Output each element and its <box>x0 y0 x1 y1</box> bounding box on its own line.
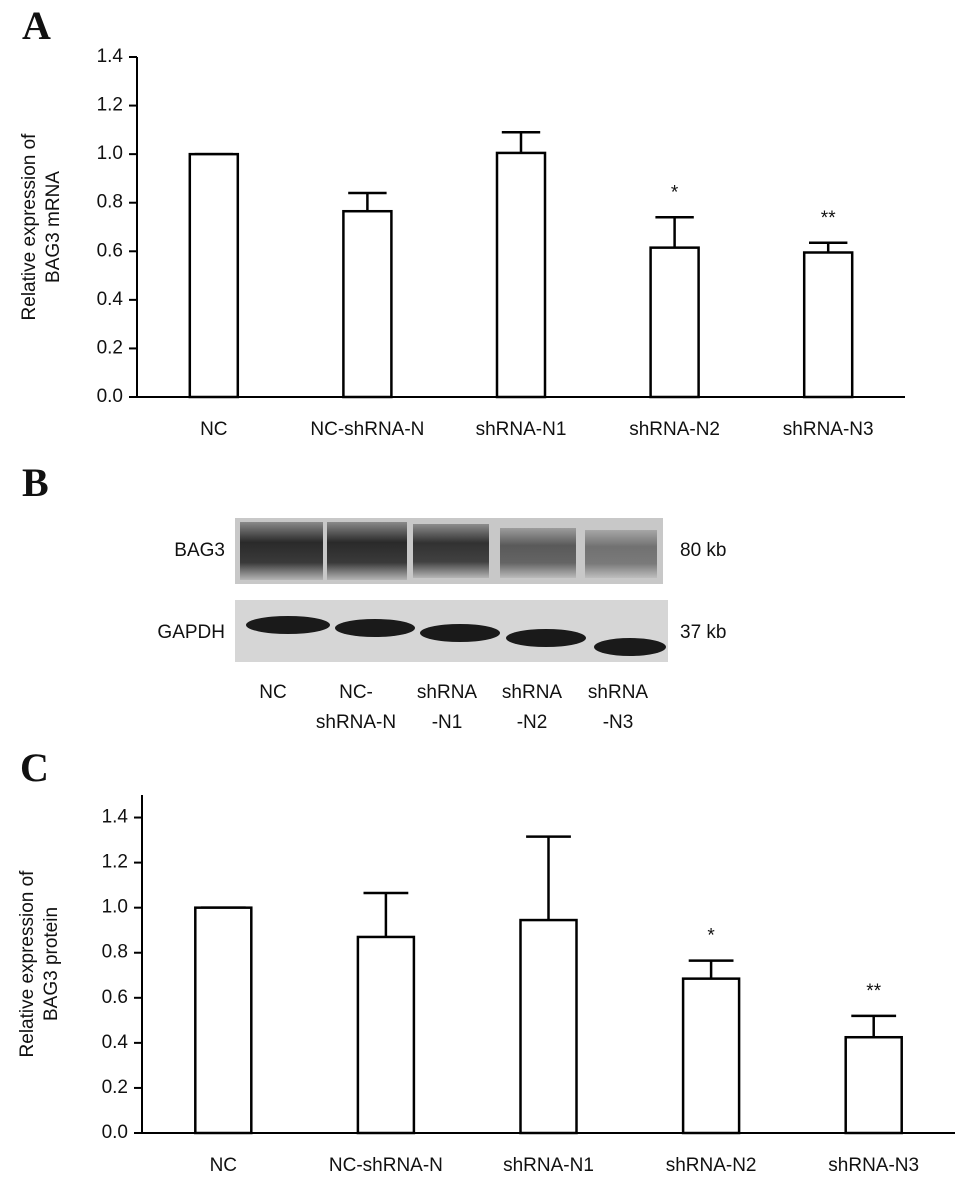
blot-band <box>594 638 666 656</box>
y-tick-label: 1.0 <box>102 897 128 918</box>
bar <box>681 977 741 1135</box>
blot-band <box>246 616 330 634</box>
blot-band <box>335 619 415 637</box>
y-axis-label: Relative expression of <box>19 133 40 321</box>
blot-band <box>240 522 323 580</box>
y-tick-label: 0.2 <box>102 1077 128 1098</box>
bar <box>495 151 547 399</box>
y-tick-label: 0.8 <box>102 942 128 963</box>
lane-label: -N3 <box>603 712 634 733</box>
x-tick-label: shRNA-N3 <box>783 419 874 440</box>
bar <box>844 1035 903 1135</box>
protein-label: BAG3 <box>174 540 225 561</box>
y-tick-label: 1.4 <box>102 807 129 828</box>
bar <box>188 152 240 399</box>
lane-label: shRNA <box>417 682 478 703</box>
y-tick-label: 0.2 <box>97 337 123 358</box>
significance: * <box>707 926 715 947</box>
significance: * <box>671 182 679 203</box>
significance: ** <box>866 981 881 1002</box>
bar <box>356 935 416 1135</box>
x-tick-label: shRNA-N1 <box>503 1155 594 1176</box>
bar <box>802 251 854 399</box>
lane-label: -N2 <box>517 712 548 733</box>
blot-band <box>585 530 657 578</box>
x-tick-label: NC <box>200 419 227 440</box>
size-label: 80 kb <box>680 540 726 561</box>
y-tick-label: 1.0 <box>97 143 123 164</box>
x-tick-label: shRNA-N1 <box>476 419 567 440</box>
y-tick-label: 0.6 <box>97 240 123 261</box>
lane-label: shRNA <box>588 682 649 703</box>
y-axis-label: BAG3 mRNA <box>43 171 64 283</box>
blot-band <box>500 528 576 578</box>
panel-label: A <box>22 3 51 48</box>
protein-label: GAPDH <box>157 622 225 643</box>
x-tick-label: shRNA-N3 <box>828 1155 919 1176</box>
panel-label: B <box>22 460 49 505</box>
y-tick-label: 0.0 <box>102 1122 128 1143</box>
lane-label: NC <box>259 682 286 703</box>
lane-label: shRNA-N <box>316 712 396 733</box>
size-label: 37 kb <box>680 622 726 643</box>
y-axis-label: Relative expression of <box>17 870 38 1058</box>
y-tick-label: 1.2 <box>102 852 128 873</box>
panel-label: C <box>20 745 49 790</box>
x-tick-label: shRNA-N2 <box>629 419 720 440</box>
y-tick-label: 1.4 <box>97 46 124 67</box>
y-tick-label: 0.6 <box>102 987 128 1008</box>
blot-band <box>420 624 500 642</box>
y-tick-label: 1.2 <box>97 95 123 116</box>
bar <box>194 906 253 1135</box>
y-tick-label: 0.4 <box>97 289 124 310</box>
blot-band <box>327 522 407 580</box>
lane-label: shRNA <box>502 682 563 703</box>
significance: ** <box>821 208 836 229</box>
x-tick-label: NC-shRNA-N <box>329 1155 443 1176</box>
y-tick-label: 0.0 <box>97 386 123 407</box>
y-axis-label: BAG3 protein <box>41 907 62 1021</box>
x-tick-label: NC <box>210 1155 237 1176</box>
lane-label: NC- <box>339 682 373 703</box>
y-tick-label: 0.8 <box>97 192 123 213</box>
bar <box>649 246 700 399</box>
blot-band <box>413 524 489 578</box>
lane-label: -N1 <box>432 712 463 733</box>
bar <box>342 209 393 399</box>
bar <box>519 918 578 1135</box>
y-tick-label: 0.4 <box>102 1032 129 1053</box>
blot-band <box>506 629 586 647</box>
x-tick-label: shRNA-N2 <box>666 1155 757 1176</box>
x-tick-label: NC-shRNA-N <box>310 419 424 440</box>
